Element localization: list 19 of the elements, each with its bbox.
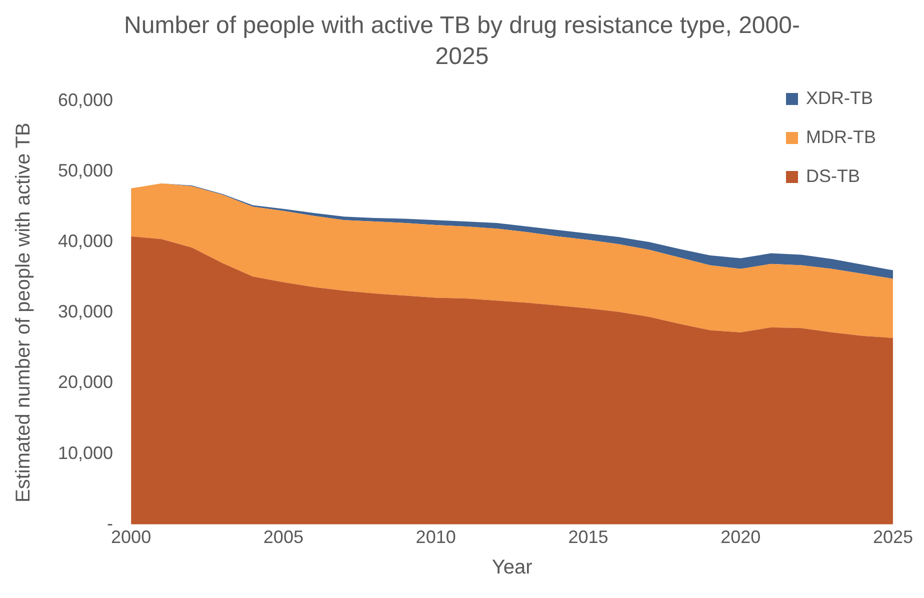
y-tick-label: 40,000 [58,230,114,251]
y-tick-label: 60,000 [58,90,114,110]
legend-label: XDR-TB [806,88,873,109]
y-axis-title: Estimated number of people with active TB [12,122,35,503]
legend-label: DS-TB [806,166,860,187]
y-tick-label: 20,000 [58,372,114,392]
x-tick-label: 2010 [416,527,456,548]
legend-label: MDR-TB [806,127,876,148]
chart-title: Number of people with active TB by drug resistance type, 2000-2025 [123,11,801,72]
x-axis-title: Year [492,556,533,579]
x-tick-label: 2020 [720,527,761,548]
x-tick-label: 2000 [111,527,152,548]
y-tick-label: 30,000 [58,302,114,322]
y-tick-label: 50,000 [58,160,114,180]
y-tick-label: 10,000 [58,442,114,463]
y-tick-label: - [107,513,114,534]
x-tick-label: 2025 [872,527,913,548]
x-tick-label: 2005 [263,527,304,548]
x-tick-label: 2015 [568,527,608,548]
